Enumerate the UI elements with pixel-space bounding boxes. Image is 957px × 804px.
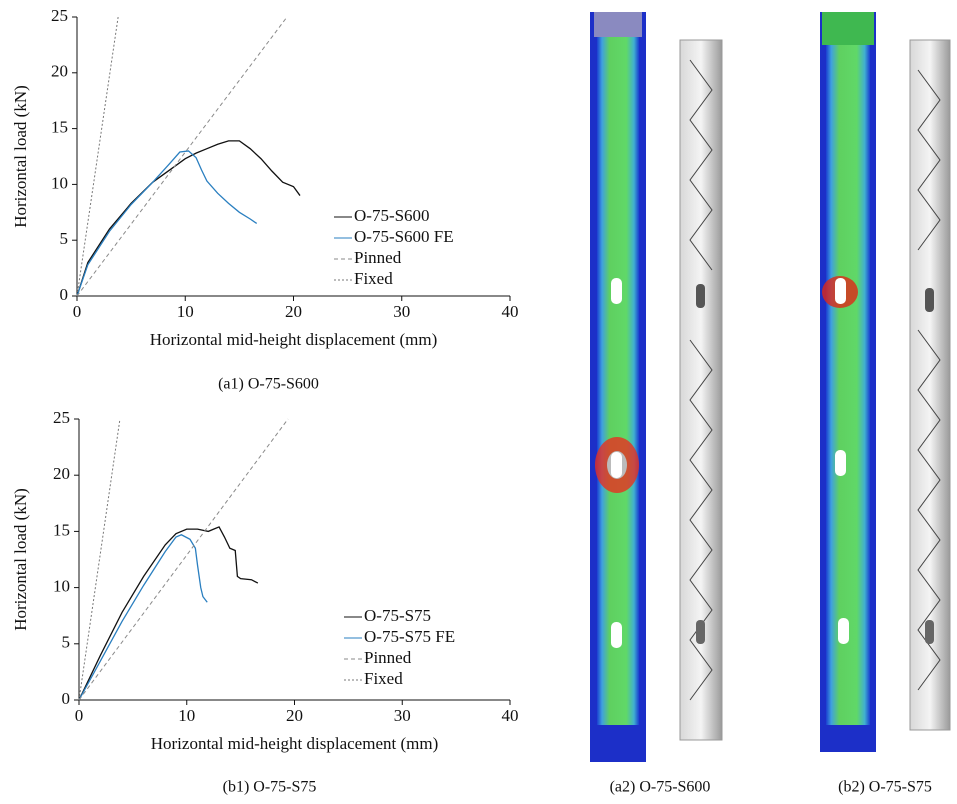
y-tick-label: 10 xyxy=(53,577,70,596)
series-line xyxy=(78,534,208,701)
x-tick-label: 40 xyxy=(502,706,519,725)
x-tick-label: 30 xyxy=(394,706,411,725)
x-tick-label: 20 xyxy=(285,302,302,321)
series-line xyxy=(78,526,259,701)
y-tick-label: 25 xyxy=(53,408,70,427)
chart-caption: (b1) O-75-S75 xyxy=(223,779,317,796)
x-tick-label: 0 xyxy=(75,706,84,725)
legend-label: Pinned xyxy=(364,648,412,667)
chart-caption: (a1) O-75-S600 xyxy=(218,376,319,393)
x-tick-label: 10 xyxy=(178,706,195,725)
image-caption: (a2) O-75-S600 xyxy=(610,779,711,796)
y-tick-label: 5 xyxy=(60,229,69,248)
specimen-photo-b2 xyxy=(909,39,951,731)
legend-label: O-75-S75 xyxy=(364,606,431,625)
x-tick-label: 40 xyxy=(502,302,519,321)
legend-label: O-75-S600 xyxy=(354,206,430,225)
legend-label: Fixed xyxy=(364,669,403,688)
series-line xyxy=(76,140,301,297)
y-tick-label: 20 xyxy=(51,62,68,81)
legend-label: O-75-S600 FE xyxy=(354,227,454,246)
legend-label: Fixed xyxy=(354,269,393,288)
series-line xyxy=(76,150,258,297)
series-line xyxy=(76,16,119,297)
x-axis-label: Horizontal mid-height displacement (mm) xyxy=(151,734,439,753)
fe-model-b2 xyxy=(820,12,876,752)
series-line xyxy=(76,16,288,297)
y-tick-label: 15 xyxy=(51,118,68,137)
image-caption: (b2) O-75-S75 xyxy=(838,779,932,796)
y-tick-label: 10 xyxy=(51,173,68,192)
y-tick-label: 0 xyxy=(60,285,69,304)
y-tick-label: 20 xyxy=(53,464,70,483)
x-axis-label: Horizontal mid-height displacement (mm) xyxy=(150,330,438,349)
y-axis-label: Horizontal load (kN) xyxy=(11,488,30,631)
specimen-photo-a2 xyxy=(679,39,723,741)
fe-model-a2 xyxy=(590,12,646,762)
legend-label: O-75-S75 FE xyxy=(364,627,455,646)
x-tick-label: 20 xyxy=(286,706,303,725)
series-line xyxy=(78,418,121,701)
x-tick-label: 10 xyxy=(177,302,194,321)
y-tick-label: 0 xyxy=(62,689,71,708)
y-axis-label: Horizontal load (kN) xyxy=(11,85,30,228)
legend-label: Pinned xyxy=(354,248,402,267)
y-tick-label: 5 xyxy=(62,633,71,652)
x-tick-label: 0 xyxy=(73,302,82,321)
series-line xyxy=(78,418,289,701)
x-tick-label: 30 xyxy=(393,302,410,321)
y-tick-label: 25 xyxy=(51,6,68,25)
y-tick-label: 15 xyxy=(53,520,70,539)
